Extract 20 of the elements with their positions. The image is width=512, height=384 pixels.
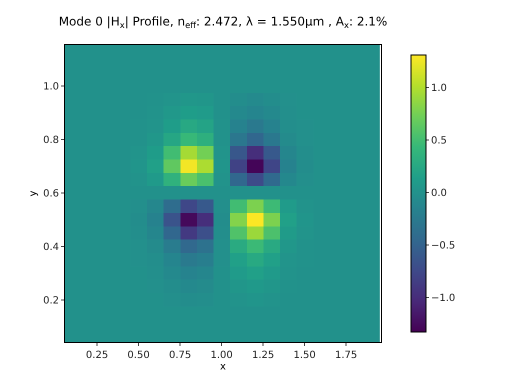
y-tick-label: 0.8 — [43, 135, 59, 146]
color-bar-label: 1.0 — [431, 83, 447, 94]
x-tick-label: 0.25 — [86, 350, 108, 361]
color-bar-label: −0.5 — [431, 240, 456, 252]
x-tick-label: 1.75 — [334, 350, 358, 361]
x-tick-label: 0.50 — [127, 350, 150, 361]
y-tick-label: 0.4 — [43, 242, 59, 254]
x-axis-title: x — [220, 362, 226, 372]
y-tick-label: 1.0 — [43, 82, 59, 93]
y-axis-title: y — [28, 190, 40, 196]
color-bar-label: 0.5 — [431, 135, 447, 146]
x-tick-label: 1.50 — [293, 350, 316, 361]
color-bar-label: 0.0 — [431, 188, 447, 199]
color-bar-label: −1.0 — [431, 292, 456, 304]
chart-title: Mode 0 |H$_{x}$| Profile, n$_{eff}$: 2.472, λ = 1.550μm , A$_{x}$: 2.1% — [58, 14, 388, 30]
y-tick-label: 0.6 — [43, 188, 59, 200]
x-tick-label: 1.00 — [210, 350, 233, 361]
y-tick-label: 0.2 — [43, 296, 59, 307]
x-tick-label: 1.25 — [252, 350, 274, 361]
x-tick-label: 0.75 — [168, 350, 192, 361]
